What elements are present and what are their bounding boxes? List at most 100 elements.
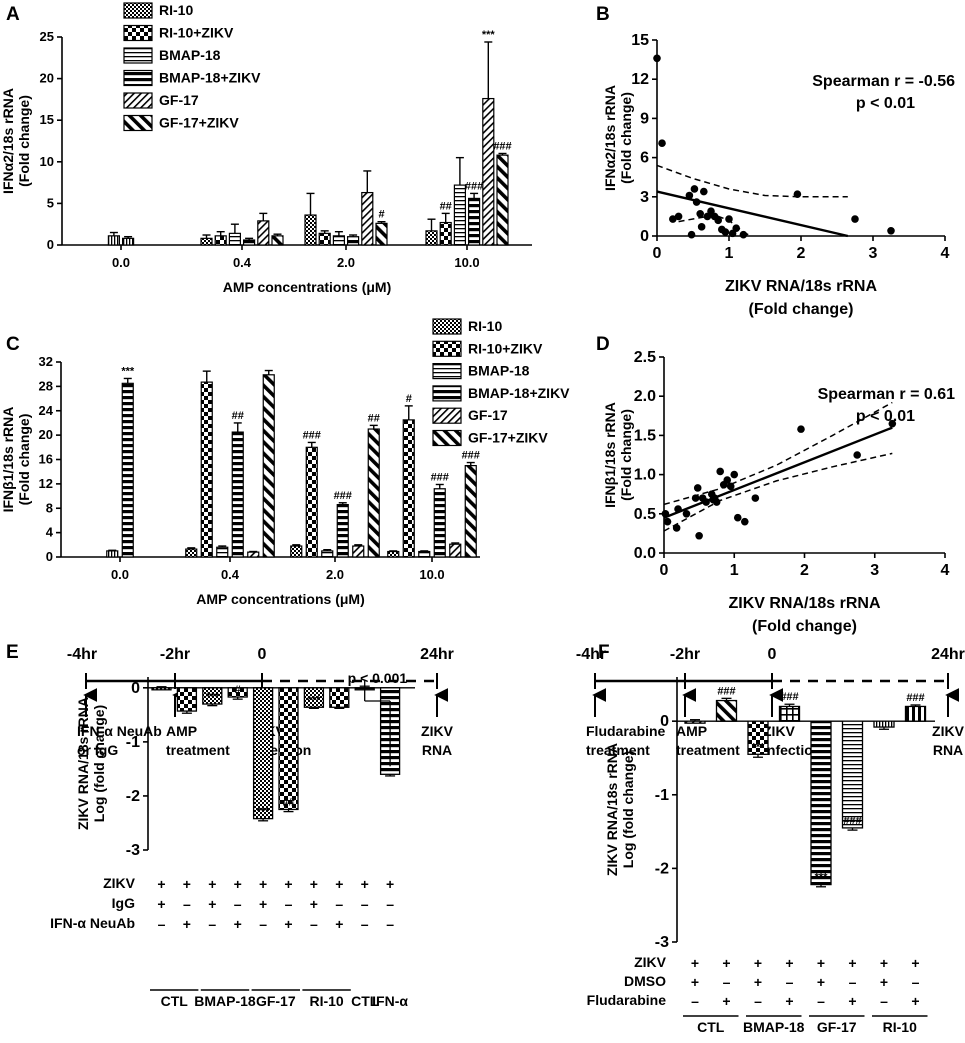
- panel-label: D: [596, 334, 610, 355]
- condition-sign: –: [234, 896, 242, 912]
- significance-label: ***: [121, 365, 135, 377]
- data-point: [693, 484, 702, 492]
- timeline-time: 0: [258, 646, 267, 663]
- significance-label: ###: [843, 815, 861, 827]
- panel-f: F-4hr -2hr 0 24hr Fludarabine treatment AMP tre…: [576, 642, 965, 1035]
- data-point: [725, 215, 733, 223]
- data-point: [692, 198, 701, 206]
- condition-sign: +: [157, 896, 165, 912]
- condition-sign: –: [361, 916, 369, 932]
- significance-label: ###: [431, 471, 449, 483]
- significance-label: ###: [462, 450, 480, 462]
- data-point: [732, 224, 740, 232]
- bar: [200, 237, 213, 246]
- x-tick-label: 0: [660, 562, 669, 579]
- condition-sign: +: [880, 955, 888, 971]
- bar: [425, 230, 438, 246]
- y-tick-label: 0: [46, 549, 53, 564]
- bar: [278, 687, 299, 811]
- group-label: GF-17: [256, 993, 296, 1009]
- condition-label: DMSO: [624, 973, 666, 989]
- panel-label: B: [596, 4, 610, 25]
- y-tick-label: 12: [39, 476, 53, 491]
- data-point: [888, 419, 897, 428]
- x-tick-label: 0.0: [111, 567, 129, 582]
- spearman-annotation: Spearman r = 0.61: [818, 386, 956, 403]
- y-tick-label: 28: [39, 378, 53, 393]
- bar: [873, 720, 895, 728]
- timeline-label: or IgG: [77, 742, 118, 758]
- legend-swatch: [432, 429, 462, 447]
- bar: [106, 550, 119, 558]
- bar: [216, 546, 229, 558]
- bar: [778, 705, 801, 722]
- y-tick-label: 2.5: [634, 349, 656, 366]
- condition-sign: +: [335, 916, 343, 932]
- y-axis-label-line: IFNβ1/18s rRNA: [0, 407, 16, 513]
- fit-line: [656, 190, 849, 238]
- bar: [231, 431, 244, 558]
- condition-sign: +: [259, 876, 267, 892]
- timeline-time: 0: [768, 646, 777, 663]
- y-axis-label: ZIKV RNA/18s rRNALog (fold change): [75, 697, 107, 830]
- spearman-annotation: Spearman r = -0.56: [812, 73, 955, 90]
- bar: [107, 235, 121, 246]
- condition-sign: +: [817, 955, 825, 971]
- condition-sign: –: [880, 993, 888, 1009]
- data-point: [672, 524, 681, 532]
- data-point: [674, 212, 683, 221]
- legend-label: GF-17+ZIKV: [468, 430, 548, 446]
- y-tick-label: 15: [40, 112, 54, 127]
- legend-swatch: [432, 407, 462, 424]
- legend-label: RI-10+ZIKV: [159, 25, 234, 41]
- condition-sign: +: [157, 876, 165, 892]
- y-tick-label: -2: [655, 860, 669, 877]
- timeline-label: AMP: [676, 723, 707, 739]
- condition-label: IgG: [112, 895, 135, 911]
- group-label: RI-10: [309, 993, 343, 1009]
- condition-sign: +: [183, 876, 191, 892]
- significance-label: ##: [282, 796, 294, 808]
- y-tick-label: 8: [46, 500, 53, 515]
- condition-sign: +: [208, 876, 216, 892]
- y-axis-label: IFNβ1/18s rRNA(Fold change): [0, 407, 32, 513]
- bar: [185, 548, 198, 558]
- condition-sign: –: [386, 896, 394, 912]
- y-tick-label: 0: [47, 237, 54, 252]
- bar: [904, 705, 927, 722]
- timeline-label: treatment: [166, 742, 230, 758]
- condition-sign: +: [284, 876, 292, 892]
- y-axis-label-line: Log (fold change): [620, 751, 636, 868]
- bar: [402, 419, 415, 558]
- y-tick-label: 0.5: [634, 506, 656, 523]
- data-point: [674, 505, 682, 513]
- bar: [176, 687, 198, 712]
- bar: [810, 720, 832, 886]
- bar: [361, 191, 374, 246]
- legend-swatch: [432, 318, 462, 335]
- condition-sign: +: [386, 876, 394, 892]
- bar: [496, 154, 509, 246]
- bar: [367, 428, 380, 558]
- condition-sign: +: [911, 955, 919, 971]
- condition-sign: +: [911, 993, 919, 1009]
- panel-label: E: [6, 642, 19, 663]
- x-tick-label: 3: [869, 245, 878, 262]
- condition-sign: +: [691, 955, 699, 971]
- legend-label: BMAP-18+ZIKV: [159, 70, 261, 86]
- p-value-annotation: p < 0.01: [856, 408, 915, 425]
- data-point: [740, 517, 749, 526]
- timeline-time: 24hr: [420, 646, 454, 663]
- significance-label: ***: [815, 872, 829, 884]
- bar: [464, 464, 477, 558]
- significance-label: ***: [482, 29, 496, 41]
- bar: [329, 687, 350, 708]
- x-axis-label: (Fold change): [752, 618, 857, 635]
- y-tick-label: 2.0: [634, 388, 656, 405]
- timeline-label: AMP: [166, 723, 197, 739]
- bar: [352, 545, 365, 558]
- y-axis-label: ZIKV RNA/18s rRNALog (fold change): [604, 743, 636, 876]
- y-tick-label: 0: [660, 713, 669, 730]
- data-point: [714, 216, 722, 225]
